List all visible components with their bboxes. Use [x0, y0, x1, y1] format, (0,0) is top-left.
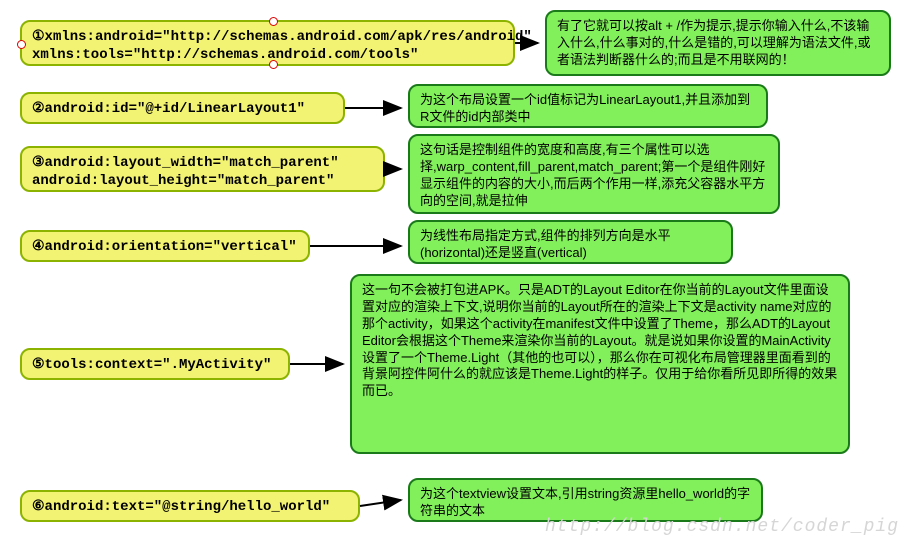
code-box-1: ①xmlns:android="http://schemas.android.c…: [20, 20, 515, 66]
code-line: ①xmlns:android="http://schemas.android.c…: [32, 28, 503, 46]
handle-icon: [269, 17, 278, 26]
code-line: ③android:layout_width="match_parent": [32, 154, 373, 172]
handle-icon: [17, 40, 26, 49]
diagram-container: ①xmlns:android="http://schemas.android.c…: [0, 0, 907, 543]
code-box-4: ④android:orientation="vertical": [20, 230, 310, 262]
code-box-3: ③android:layout_width="match_parent" and…: [20, 146, 385, 192]
code-box-5: ⑤tools:context=".MyActivity": [20, 348, 290, 380]
code-box-6: ⑥android:text="@string/hello_world": [20, 490, 360, 522]
explain-box-4: 为线性布局指定方式,组件的排列方向是水平(horizontal)还是竖直(ver…: [408, 220, 733, 264]
watermark: http://blog.csdn.net/coder_pig: [545, 517, 899, 537]
explain-box-2: 为这个布局设置一个id值标记为LinearLayout1,并且添加到R文件的id…: [408, 84, 768, 128]
code-line: xmlns:tools="http://schemas.android.com/…: [32, 46, 503, 64]
explain-box-5: 这一句不会被打包进APK。只是ADT的Layout Editor在你当前的Lay…: [350, 274, 850, 454]
explain-box-3: 这句话是控制组件的宽度和高度,有三个属性可以选择,warp_content,fi…: [408, 134, 780, 214]
handle-icon: [269, 60, 278, 69]
explain-box-1: 有了它就可以按alt + /作为提示,提示你输入什么,不该输入什么,什么事对的,…: [545, 10, 891, 76]
code-box-2: ②android:id="@+id/LinearLayout1": [20, 92, 345, 124]
explain-box-6: 为这个textview设置文本,引用string资源里hello_world的字…: [408, 478, 763, 522]
code-line: android:layout_height="match_parent": [32, 172, 373, 190]
arrows-layer: [0, 0, 907, 543]
